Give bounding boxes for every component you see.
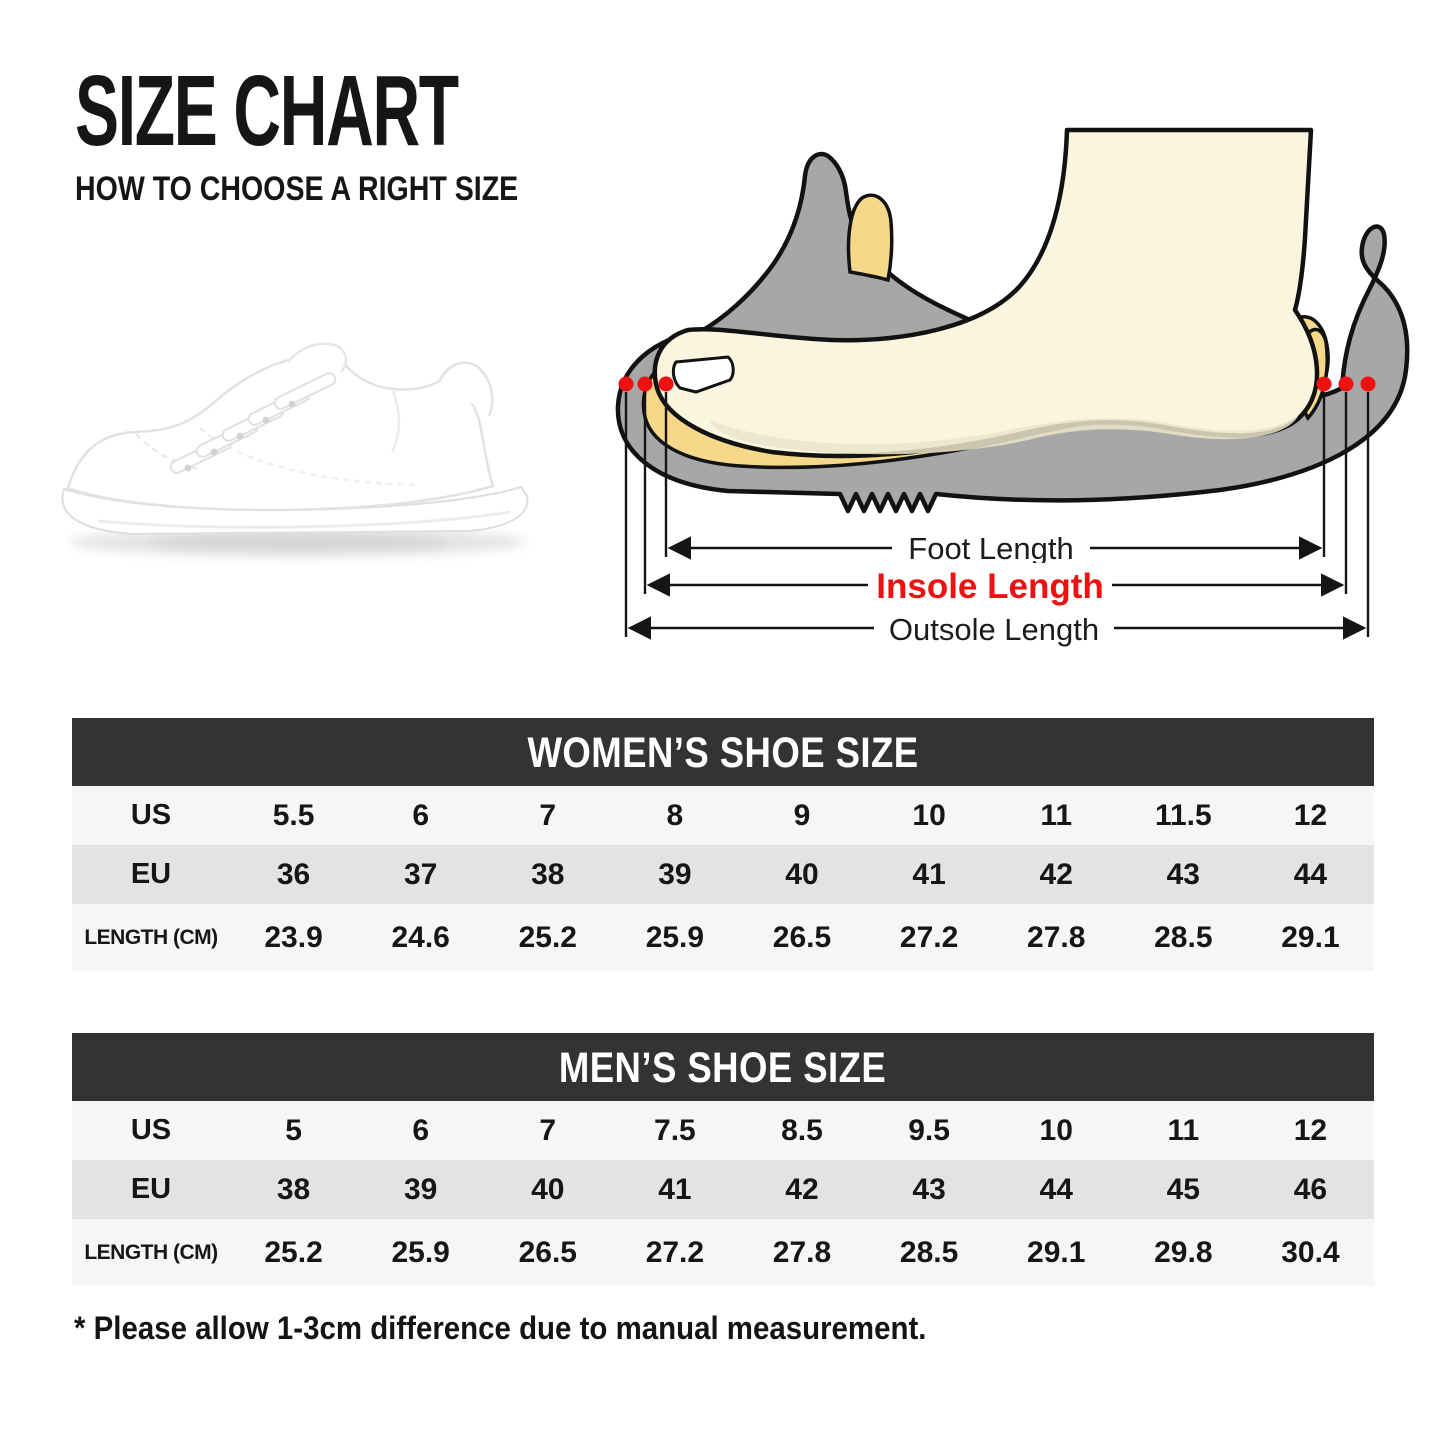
size-cell: 11 xyxy=(1167,1113,1200,1147)
size-cell: 24.6 xyxy=(391,920,450,954)
size-cell: 41 xyxy=(658,1172,692,1206)
womens-table-grid: US 5.5 6 7 8 9 10 11 11.5 12 EU 36 37 38 39 40 41 42 43 44 L… xyxy=(72,786,1374,971)
size-cell: 37 xyxy=(403,857,438,891)
size-cell: 25.9 xyxy=(391,1235,450,1269)
size-cell: 40 xyxy=(785,857,819,891)
size-cell: 25.9 xyxy=(645,920,705,954)
row-label: LENGTH (CM) xyxy=(84,1240,218,1264)
mens-size-table: MEN’S SHOE SIZE US 5 6 7 7.5 8.5 9.5 10 11 12 EU 38… xyxy=(72,1033,1374,1286)
size-cell: 12 xyxy=(1293,1113,1328,1147)
size-cell: 6 xyxy=(412,798,429,832)
table-row: LENGTH (CM) 25.2 25.9 26.5 27.2 27.8 28.5 29.1 2… xyxy=(72,1219,1374,1286)
row-label: EU xyxy=(130,1173,172,1205)
size-cell: 26.5 xyxy=(518,1235,577,1269)
size-cell: 5 xyxy=(285,1113,302,1147)
table-row: EU 36 37 38 39 40 41 42 43 44 xyxy=(72,845,1374,904)
mens-table-grid: US 5 6 7 7.5 8.5 9.5 10 11 12 EU 38 39 40 41 42 43 44 45 46… xyxy=(72,1101,1374,1286)
eyelets xyxy=(184,400,296,472)
size-cell: 30.4 xyxy=(1281,1235,1340,1269)
row-label: US xyxy=(130,1114,172,1146)
size-cell: 27.2 xyxy=(645,1235,705,1269)
size-cell: 42 xyxy=(1039,857,1073,891)
insole-ankle-shape xyxy=(846,193,894,283)
size-cell: 7 xyxy=(539,1113,557,1147)
size-cell: 7.5 xyxy=(654,1113,696,1147)
size-cell: 29.8 xyxy=(1154,1235,1213,1269)
size-cell: 25.2 xyxy=(518,920,577,954)
size-cell: 29.1 xyxy=(1281,920,1340,954)
size-cell: 42 xyxy=(785,1172,819,1206)
size-cell: 44 xyxy=(1293,857,1328,891)
size-cell: 39 xyxy=(403,1172,438,1206)
size-cell: 8.5 xyxy=(781,1113,823,1147)
size-cell: 38 xyxy=(531,857,565,891)
size-cell: 10 xyxy=(1039,1113,1073,1147)
page-subtitle: HOW TO CHOOSE A RIGHT SIZE xyxy=(75,170,519,208)
size-cell: 11 xyxy=(1040,798,1073,832)
size-cell: 45 xyxy=(1166,1172,1200,1206)
size-cell: 7 xyxy=(539,798,557,832)
size-cell: 44 xyxy=(1039,1172,1073,1206)
toenail-shape xyxy=(671,355,735,394)
measurement-dots xyxy=(618,376,1376,392)
row-label: EU xyxy=(130,858,172,890)
size-cell: 10 xyxy=(912,798,946,832)
size-cell: 9 xyxy=(793,798,811,832)
table-row: EU 38 39 40 41 42 43 44 45 46 xyxy=(72,1160,1374,1219)
size-cell: 38 xyxy=(276,1172,311,1206)
size-cell: 26.5 xyxy=(772,920,832,954)
size-cell: 46 xyxy=(1293,1172,1328,1206)
size-cell: 40 xyxy=(531,1172,565,1206)
table-row: US 5.5 6 7 8 9 10 11 11.5 12 xyxy=(72,786,1374,845)
page-title: SIZE CHART xyxy=(75,55,459,167)
measurement-footnote: * Please allow 1-3cm difference due to m… xyxy=(74,1310,927,1346)
sneaker-photo xyxy=(40,283,545,573)
size-cell: 43 xyxy=(912,1172,946,1206)
mens-table-title: MEN’S SHOE SIZE xyxy=(559,1044,887,1092)
insole-length-label: Insole Length xyxy=(876,567,1104,606)
size-cell: 36 xyxy=(276,857,311,891)
womens-size-table: WOMEN’S SHOE SIZE US 5.5 6 7 8 9 10 11 11.5 12 EU 3… xyxy=(72,718,1374,971)
size-cell: 27.8 xyxy=(772,1235,832,1269)
foot-measurement-diagram: Foot Length Insole Length Outsole Length xyxy=(600,100,1445,652)
size-cell: 25.2 xyxy=(264,1235,323,1269)
table-row: LENGTH (CM) 23.9 24.6 25.2 25.9 26.5 27.2 27.8 2… xyxy=(72,904,1374,971)
row-label: LENGTH (CM) xyxy=(84,925,218,949)
size-cell: 27.2 xyxy=(899,920,959,954)
size-cell: 6 xyxy=(412,1113,429,1147)
size-cell: 23.9 xyxy=(264,920,323,954)
size-cell: 28.5 xyxy=(1154,920,1213,954)
size-cell: 27.8 xyxy=(1027,920,1086,954)
size-cell: 29.1 xyxy=(1027,1235,1086,1269)
measurement-guides xyxy=(624,392,1370,637)
womens-table-header: WOMEN’S SHOE SIZE xyxy=(72,718,1374,786)
outsole-length-label: Outsole Length xyxy=(889,612,1099,647)
laces xyxy=(169,372,337,474)
foot-length-label: Foot Length xyxy=(908,531,1073,566)
size-cell: 28.5 xyxy=(899,1235,959,1269)
size-cell: 5.5 xyxy=(272,798,315,832)
foot-shape xyxy=(652,127,1320,459)
foot-shading xyxy=(710,414,1299,455)
foot-diagram-svg: Foot Length Insole Length Outsole Length xyxy=(615,127,1410,647)
womens-table-title: WOMEN’S SHOE SIZE xyxy=(527,729,919,777)
row-label: US xyxy=(130,799,172,831)
size-cell: 9.5 xyxy=(908,1113,950,1147)
sneaker-illustration xyxy=(61,342,529,557)
mens-table-header: MEN’S SHOE SIZE xyxy=(72,1033,1374,1101)
title-block: SIZE CHART HOW TO CHOOSE A RIGHT SIZE xyxy=(75,55,655,209)
size-cell: 43 xyxy=(1166,857,1200,891)
size-cell: 41 xyxy=(912,857,946,891)
table-row: US 5 6 7 7.5 8.5 9.5 10 11 12 xyxy=(72,1101,1374,1160)
size-cell: 12 xyxy=(1293,798,1328,832)
size-cell: 11.5 xyxy=(1154,798,1212,832)
size-cell: 8 xyxy=(666,798,684,832)
size-cell: 39 xyxy=(658,857,692,891)
